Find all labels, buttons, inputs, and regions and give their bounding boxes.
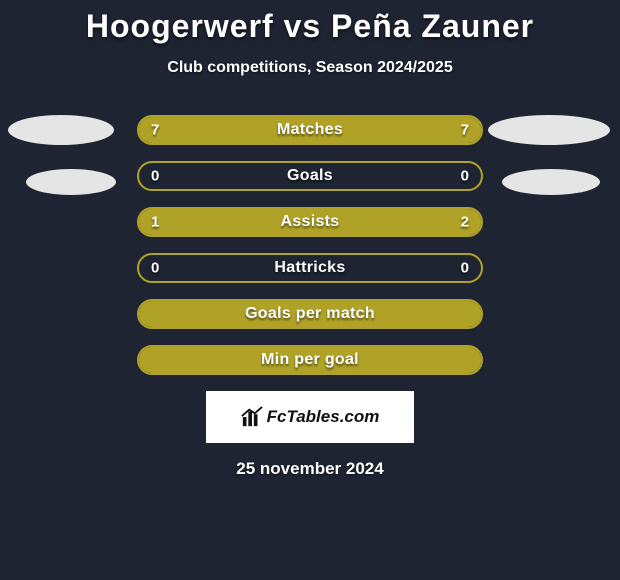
stat-label: Hattricks (139, 259, 481, 277)
comparison-infographic: Hoogerwerf vs Peña Zauner Club competiti… (0, 0, 620, 580)
stat-label: Matches (139, 121, 481, 139)
stat-label: Assists (139, 213, 481, 231)
stat-label: Goals per match (139, 305, 481, 323)
stat-value-left: 0 (151, 260, 159, 277)
stat-value-right: 0 (461, 260, 469, 277)
stat-row: Assists1 2 (137, 207, 483, 237)
player-photo-placeholder (26, 169, 116, 195)
stats-area: Matches77Goals00Assists12Hattricks00Goal… (0, 115, 620, 375)
player-photo-placeholder (488, 115, 610, 145)
stat-row: Goals0 0 (137, 161, 483, 191)
stat-value-right: 0 (461, 168, 469, 185)
stat-value-left: 0 (151, 168, 159, 185)
logo: FcTables.com (241, 406, 380, 428)
player-photo-placeholder (8, 115, 114, 145)
stat-value-left: 1 (151, 214, 159, 231)
stat-label: Min per goal (139, 351, 481, 369)
stat-row: Min per goal (137, 345, 483, 375)
stat-row: Hattricks0 0 (137, 253, 483, 283)
bars-icon (241, 406, 263, 428)
page-title: Hoogerwerf vs Peña Zauner (0, 8, 620, 45)
stat-value-left: 7 (151, 122, 159, 139)
date: 25 november 2024 (0, 459, 620, 479)
logo-box: FcTables.com (206, 391, 414, 443)
stat-value-right: 7 (461, 122, 469, 139)
stat-value-right: 2 (461, 214, 469, 231)
player-photo-placeholder (502, 169, 600, 195)
logo-text: FcTables.com (267, 407, 380, 427)
subtitle: Club competitions, Season 2024/2025 (0, 59, 620, 77)
stat-label: Goals (139, 167, 481, 185)
stat-row: Goals per match (137, 299, 483, 329)
stat-row: Matches7 7 (137, 115, 483, 145)
